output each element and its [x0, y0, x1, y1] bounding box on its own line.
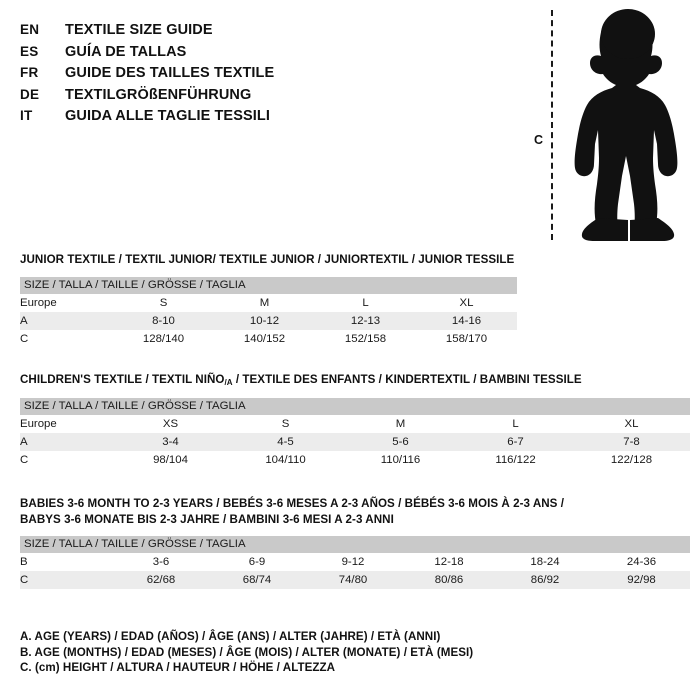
section-junior: JUNIOR TEXTILE / TEXTIL JUNIOR/ TEXTILE …	[20, 252, 517, 348]
section-title-children: CHILDREN'S TEXTILE / TEXTIL NIÑO/A / TEX…	[20, 372, 690, 389]
row-label: C	[20, 450, 113, 469]
section-title-children-sub: /A	[224, 378, 233, 387]
cell-value: S	[228, 414, 343, 433]
section-title-junior: JUNIOR TEXTILE / TEXTIL JUNIOR/ TEXTILE …	[20, 253, 515, 266]
cell-value: 18-24	[497, 553, 593, 571]
table-row: Europe S M L XL	[20, 293, 517, 312]
babies-size-table: SIZE / TALLA / TAILLE / GRÖSSE / TAGLIA …	[20, 536, 690, 589]
language-row: IT GUIDA ALLE TAGLIE TESSILI	[20, 108, 490, 130]
height-measurement-figure: C	[520, 0, 700, 250]
cell-value: 5-6	[343, 432, 458, 451]
cell-value: 9-12	[305, 553, 401, 571]
cell-value: 6-7	[458, 432, 573, 451]
section-title-children-pre: CHILDREN'S TEXTILE / TEXTIL NIÑO	[20, 373, 225, 386]
language-title: GUIDA ALLE TAGLIE TESSILI	[65, 108, 270, 124]
language-title: GUIDE DES TAILLES TEXTILE	[65, 65, 275, 81]
table-header-row: SIZE / TALLA / TAILLE / GRÖSSE / TAGLIA	[20, 276, 517, 294]
height-axis-label: C	[534, 133, 544, 147]
cell-value: 104/110	[228, 450, 343, 469]
cell-value: 80/86	[401, 571, 497, 589]
section-title-children-post: / TEXTILE DES ENFANTS / KINDERTEXTIL / B…	[232, 373, 582, 386]
height-dashed-line	[551, 10, 553, 240]
language-title: TEXTILGRÖßENFÜHRUNG	[65, 86, 252, 103]
row-label: C	[20, 329, 113, 348]
cell-value: 14-16	[416, 311, 517, 330]
language-row: ES GUÍA DE TALLAS	[20, 44, 490, 66]
cell-value: 110/116	[343, 450, 458, 469]
cell-value: 4-5	[228, 432, 343, 451]
language-row: DE TEXTILGRÖßENFÜHRUNG	[20, 87, 490, 109]
cell-value: M	[343, 414, 458, 433]
legend-block: A. AGE (YEARS) / EDAD (AÑOS) / ÂGE (ANS)…	[20, 629, 473, 676]
toddler-silhouette-icon	[574, 9, 678, 242]
cell-value: L	[458, 414, 573, 433]
section-title-babies-line2: BABYS 3-6 MONATE BIS 2-3 JAHRE / BAMBINI…	[20, 512, 394, 526]
table-row: A 3-4 4-5 5-6 6-7 7-8	[20, 432, 690, 451]
table-header-row: SIZE / TALLA / TAILLE / GRÖSSE / TAGLIA	[20, 536, 690, 553]
table-row: C 98/104 104/110 110/116 116/122 122/128	[20, 450, 690, 469]
cell-value: 10-12	[214, 311, 315, 330]
language-code: ES	[20, 43, 39, 59]
cell-value: 6-9	[209, 553, 305, 571]
section-babies: BABIES 3-6 MONTH TO 2-3 YEARS / BEBÉS 3-…	[20, 496, 690, 589]
cell-value: 62/68	[113, 571, 209, 589]
cell-value: 128/140	[113, 329, 214, 348]
cell-value: 12-13	[315, 311, 416, 330]
row-label: Europe	[20, 293, 113, 312]
cell-value: 122/128	[573, 450, 690, 469]
cell-value: XL	[573, 414, 690, 433]
language-row: EN TEXTILE SIZE GUIDE	[20, 22, 490, 44]
legend-line-a: A. AGE (YEARS) / EDAD (AÑOS) / ÂGE (ANS)…	[20, 630, 441, 643]
cell-value: M	[214, 293, 315, 312]
size-header-label: SIZE / TALLA / TAILLE / GRÖSSE / TAGLIA	[20, 536, 690, 553]
cell-value: L	[315, 293, 416, 312]
cell-value: XS	[113, 414, 228, 433]
row-label: C	[20, 571, 113, 589]
cell-value: 24-36	[593, 553, 690, 571]
table-header-row: SIZE / TALLA / TAILLE / GRÖSSE / TAGLIA	[20, 397, 690, 415]
junior-size-table: SIZE / TALLA / TAILLE / GRÖSSE / TAGLIA …	[20, 276, 517, 348]
cell-value: 3-4	[113, 432, 228, 451]
language-row: FR GUIDE DES TAILLES TEXTILE	[20, 65, 490, 87]
cell-value: 158/170	[416, 329, 517, 348]
table-row: C 128/140 140/152 152/158 158/170	[20, 329, 517, 348]
cell-value: 86/92	[497, 571, 593, 589]
table-row: C 62/68 68/74 74/80 80/86 86/92 92/98	[20, 571, 690, 589]
size-header-label: SIZE / TALLA / TAILLE / GRÖSSE / TAGLIA	[20, 397, 690, 415]
section-children: CHILDREN'S TEXTILE / TEXTIL NIÑO/A / TEX…	[20, 372, 690, 469]
cell-value: 3-6	[113, 553, 209, 571]
language-title-block: EN TEXTILE SIZE GUIDE ES GUÍA DE TALLAS …	[20, 22, 490, 130]
cell-value: 8-10	[113, 311, 214, 330]
cell-value: 12-18	[401, 553, 497, 571]
cell-value: 74/80	[305, 571, 401, 589]
size-header-label: SIZE / TALLA / TAILLE / GRÖSSE / TAGLIA	[20, 276, 517, 294]
row-label: B	[20, 553, 113, 571]
cell-value: 116/122	[458, 450, 573, 469]
cell-value: 98/104	[113, 450, 228, 469]
cell-value: S	[113, 293, 214, 312]
cell-value: 140/152	[214, 329, 315, 348]
cell-value: XL	[416, 293, 517, 312]
table-row: A 8-10 10-12 12-13 14-16	[20, 311, 517, 330]
language-code: IT	[20, 108, 33, 123]
cell-value: 92/98	[593, 571, 690, 589]
table-row: Europe XS S M L XL	[20, 414, 690, 433]
cell-value: 7-8	[573, 432, 690, 451]
language-title: GUÍA DE TALLAS	[65, 43, 187, 60]
row-label: Europe	[20, 414, 113, 433]
row-label: A	[20, 432, 113, 451]
language-code: EN	[20, 22, 40, 37]
legend-line-c: C. (cm) HEIGHT / ALTURA / HAUTEUR / HÖHE…	[20, 661, 336, 674]
language-code: DE	[20, 86, 40, 102]
cell-value: 152/158	[315, 329, 416, 348]
section-title-babies-line1: BABIES 3-6 MONTH TO 2-3 YEARS / BEBÉS 3-…	[20, 497, 565, 510]
table-row: B 3-6 6-9 9-12 12-18 18-24 24-36	[20, 553, 690, 571]
cell-value: 68/74	[209, 571, 305, 589]
language-code: FR	[20, 65, 39, 80]
legend-line-b: B. AGE (MONTHS) / EDAD (MESES) / ÂGE (MO…	[20, 645, 474, 659]
row-label: A	[20, 311, 113, 330]
language-title: TEXTILE SIZE GUIDE	[65, 22, 213, 38]
children-size-table: SIZE / TALLA / TAILLE / GRÖSSE / TAGLIA …	[20, 397, 690, 469]
